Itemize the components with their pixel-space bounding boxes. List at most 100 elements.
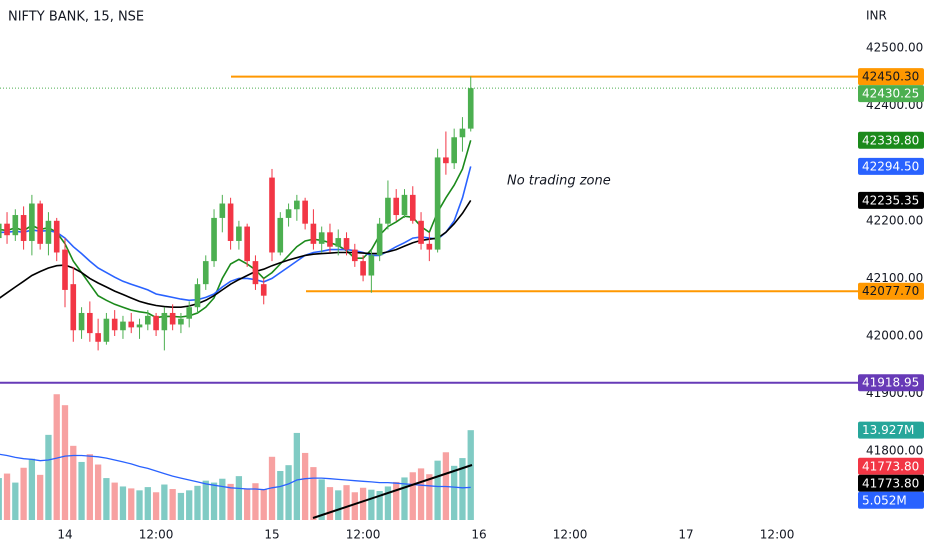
y-tick-label: 41800.00 <box>866 444 923 458</box>
volume-bar <box>343 485 350 520</box>
price-label-box <box>858 131 924 149</box>
price-label-box <box>858 68 924 86</box>
volume-bar <box>235 476 243 520</box>
candle-body <box>343 238 350 250</box>
x-tick-label: 16 <box>471 528 486 542</box>
x-tick-label: 12:00 <box>139 528 174 542</box>
volume-bar <box>467 430 474 520</box>
price-label-box <box>858 85 924 103</box>
volume-bar <box>326 487 334 520</box>
candle-body <box>385 197 391 224</box>
y-tick-label: 42000.00 <box>866 329 923 343</box>
candle-body <box>103 318 110 342</box>
volume-bar <box>28 458 36 520</box>
candle-body <box>310 223 317 244</box>
candle-body <box>111 318 118 331</box>
candle-body <box>318 232 325 244</box>
volume-bar <box>70 445 77 520</box>
moving-average <box>0 166 472 302</box>
candle-body <box>128 321 135 328</box>
volume-bar <box>186 490 193 520</box>
volume-bar <box>152 492 160 520</box>
volume-bar <box>459 458 466 520</box>
volume-bar <box>260 489 267 520</box>
volume-bar <box>451 465 458 520</box>
candle-body <box>260 284 267 296</box>
price-label-box <box>858 282 924 300</box>
price-label: 42235.35 <box>862 193 919 207</box>
candle-body <box>294 200 300 210</box>
x-tick-label: 17 <box>678 528 693 542</box>
volume-bar <box>128 488 135 520</box>
candle-body <box>269 177 275 253</box>
volume-bar <box>37 474 44 520</box>
volume-bar <box>227 483 234 520</box>
volume-ma <box>0 453 471 491</box>
volume-bar <box>318 479 325 520</box>
candle-body <box>144 315 151 325</box>
price-label-box <box>858 374 924 392</box>
price-label: 42294.50 <box>862 159 919 173</box>
candle-body <box>4 223 10 236</box>
candle-body <box>78 312 85 331</box>
price-label-box <box>858 157 924 175</box>
candle-body <box>45 220 52 244</box>
volume-bar <box>417 468 425 520</box>
candle-body <box>95 333 101 342</box>
volume-bar <box>368 489 375 520</box>
price-label-box <box>858 474 924 492</box>
price-label-box <box>858 457 924 475</box>
candle-body <box>376 223 383 256</box>
volume-bar <box>103 478 110 520</box>
candle-body <box>20 215 27 241</box>
candle-body <box>393 197 400 216</box>
x-tick-label: 14 <box>57 528 72 542</box>
candle-body <box>37 203 43 244</box>
volume-bar <box>161 484 168 520</box>
volume-bar <box>45 434 52 520</box>
moving-average <box>0 199 472 308</box>
volume-bar <box>111 482 118 520</box>
annotation: No trading zone <box>507 174 611 189</box>
price-label-box <box>858 491 924 509</box>
price-label: 5.052M <box>862 493 907 507</box>
volume-bar <box>301 452 309 520</box>
volume-bar <box>144 487 151 520</box>
candle-body <box>194 284 201 308</box>
volume-bar <box>219 478 226 520</box>
candle-body <box>244 226 250 262</box>
volume-bar <box>61 405 69 520</box>
candle-body <box>351 249 358 262</box>
candle-body <box>252 261 259 285</box>
candle-body <box>12 215 19 236</box>
volume-bar <box>393 481 400 520</box>
candle-body <box>120 321 126 331</box>
volume-bar <box>86 454 93 520</box>
volume-bar <box>194 485 201 520</box>
volume-bar <box>20 467 27 520</box>
volume-bar <box>252 483 259 520</box>
candle-body <box>335 238 342 247</box>
candle-body <box>0 223 2 239</box>
plot-area <box>0 394 474 520</box>
moving-average <box>0 140 472 319</box>
volume-bar <box>426 474 433 520</box>
volume-bar <box>169 489 176 520</box>
candle-body <box>70 284 77 331</box>
candle-body <box>451 137 457 164</box>
candle-body <box>401 194 408 216</box>
volume-bar <box>0 478 2 520</box>
x-tick-label: 12:00 <box>553 528 588 542</box>
price-label: 42339.80 <box>862 133 919 147</box>
volume-bar <box>277 470 284 520</box>
candle-body <box>277 217 284 253</box>
volume-bar <box>244 488 251 520</box>
candle-body <box>368 255 375 276</box>
candle-body <box>169 312 176 325</box>
candle-body <box>227 203 234 241</box>
volume-bar <box>136 490 143 520</box>
volume-bar <box>12 482 19 520</box>
x-tick-label: 12:00 <box>760 528 795 542</box>
volume-bar <box>434 460 441 520</box>
